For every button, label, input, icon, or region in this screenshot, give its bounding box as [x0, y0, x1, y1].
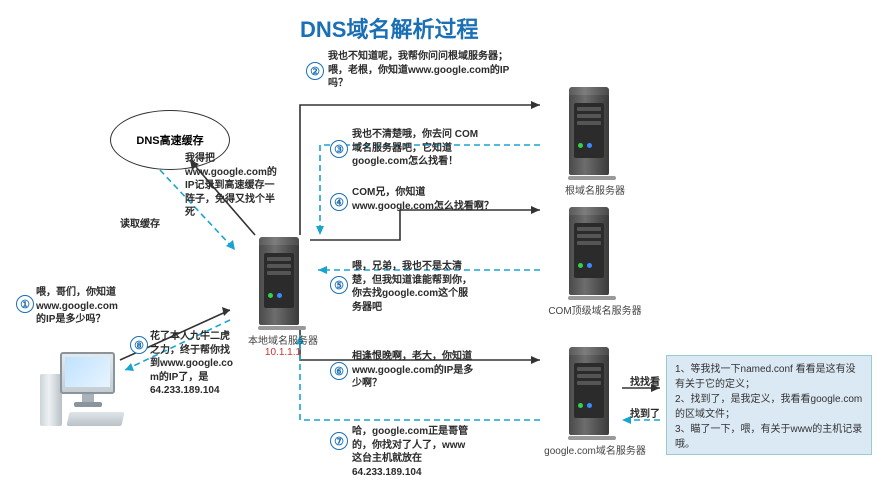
com-server-label: COM顶级域名服务器 [530, 302, 660, 317]
cache-save-text: 我得把 www.google.com的 IP记录到高速缓存一 阵子，免得又找个半… [185, 152, 295, 220]
step-badge-4: ④ [330, 193, 348, 211]
step-badge-8: ⑧ [130, 336, 148, 354]
side-back-text: 找到了 [630, 408, 660, 422]
step-text-5: 喂，兄弟，我也不是太清 楚，但我知道谁能帮到你， 你去找google.com这个… [352, 260, 502, 314]
infobox: 1、等我找一下named.conf 看看是这有没有关于它的定义； 2、找到了，是… [666, 355, 872, 455]
step-text-8: 花了本人九牛二虎 之力，终于帮你找 到www.google.co m的IP了，是… [150, 330, 255, 398]
node-local-dns [255, 235, 310, 330]
diagram-title: DNS域名解析过程 [300, 12, 478, 44]
step-text-7: 哈，google.com正是哥管 的，你找对了人了，www 这台主机就放在 64… [352, 425, 512, 479]
node-com-server [565, 205, 620, 300]
step-text-3: 我也不清楚哦，你去问 COM 域名服务器吧，它知道 google.com怎么找看… [352, 128, 512, 169]
root-server-label: 根域名服务器 [540, 182, 650, 197]
infobox-line: 2、找到了，是我定义，我看看google.com的区域文件； [675, 392, 863, 422]
node-client-pc [40, 352, 135, 432]
side-out-text: 找找看 [630, 376, 660, 390]
step-badge-1: ① [16, 295, 34, 313]
step-badge-2: ② [306, 62, 324, 80]
step-text-2: 我也不知道呢，我帮你问问根域服务器； 喂，老根，你知道www.google.co… [328, 50, 538, 91]
step-text-1: 喂，哥们，你知道 www.google.com 的IP是多少吗？ [36, 286, 136, 327]
local-dns-ip: 10.1.1.1 [265, 347, 301, 358]
google-server-label: google.com域名服务器 [525, 442, 665, 457]
step-text-4: COM兄，你知道 www.google.com怎么找看啊？ [352, 186, 527, 213]
step-badge-3: ③ [330, 140, 348, 158]
step-badge-6: ⑥ [330, 362, 348, 380]
infobox-line: 3、瞄了一下，喂，有关于www的主机记录哦。 [675, 422, 863, 452]
node-google-server [565, 345, 620, 440]
cache-read-text: 读取缓存 [120, 218, 160, 232]
node-root-server [565, 85, 620, 180]
cache-label: DNS高速缓存 [136, 132, 203, 148]
step-badge-7: ⑦ [330, 432, 348, 450]
step-badge-5: ⑤ [330, 276, 348, 294]
infobox-line: 1、等我找一下named.conf 看看是这有没有关于它的定义； [675, 362, 863, 392]
step-text-6: 相逢恨晚啊，老大，你知道 www.google.com的IP是多 少啊？ [352, 350, 512, 391]
